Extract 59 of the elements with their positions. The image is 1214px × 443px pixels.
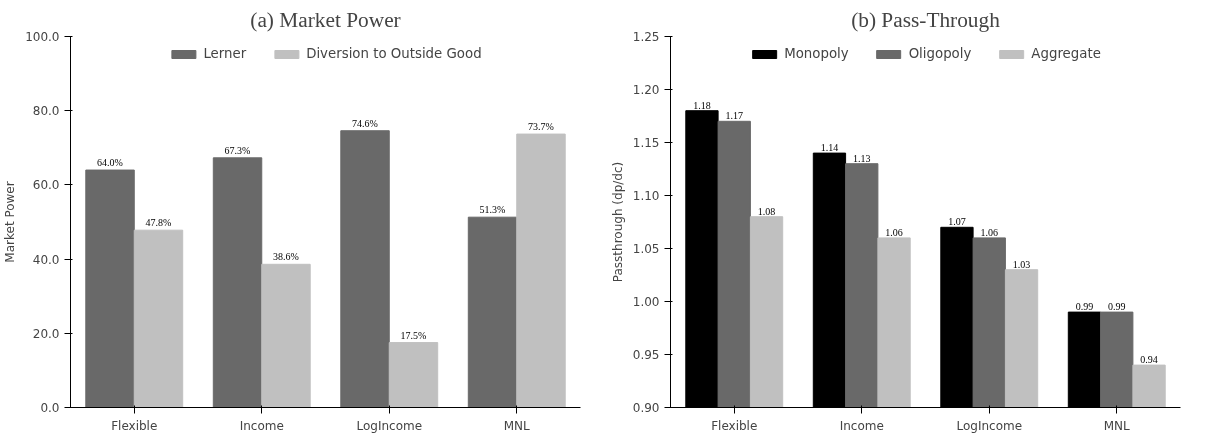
- data-label: 1.17: [725, 110, 743, 122]
- y-tick-label: 0.90: [632, 401, 660, 415]
- x-tick-label: LogIncome: [956, 418, 1023, 433]
- chart-title: (b) Pass-Through: [851, 7, 1001, 32]
- y-tick-label: 0.95: [632, 348, 660, 362]
- y-tick-label: 1.00: [632, 295, 660, 309]
- bar: [516, 133, 566, 408]
- y-tick-label: 0.0: [40, 401, 60, 415]
- data-label: 1.06: [885, 226, 903, 238]
- y-tick-label: 1.10: [632, 189, 660, 203]
- data-label: 17.5%: [400, 329, 427, 341]
- data-label: 1.14: [820, 142, 839, 154]
- bar: [85, 169, 135, 408]
- legend-label: Oligopoly: [908, 46, 972, 61]
- y-tick-label: 60.0: [32, 178, 60, 193]
- y-axis-title: Passthrough (dp/dc): [610, 161, 625, 283]
- x-tick-label: MNL: [1103, 418, 1131, 433]
- x-tick-label: Income: [839, 418, 884, 433]
- y-tick-label: 20.0: [32, 326, 60, 341]
- y-tick-label: 40.0: [32, 252, 60, 267]
- legend-label: Diversion to Outside Good: [306, 46, 482, 61]
- x-tick-label: Flexible: [711, 418, 758, 433]
- x-tick-label: Income: [239, 418, 284, 433]
- bar: [340, 130, 390, 408]
- bar: [261, 263, 311, 408]
- data-label: 67.3%: [224, 144, 251, 156]
- y-tick-label: 1.20: [632, 83, 660, 97]
- legend-label: Lerner: [203, 46, 247, 61]
- x-tick-label: MNL: [503, 418, 531, 433]
- data-label: 1.07: [948, 216, 966, 228]
- y-tick-label: 1.05: [632, 242, 660, 256]
- legend-label: Aggregate: [1031, 46, 1101, 61]
- data-label: 47.8%: [145, 217, 172, 229]
- data-label: 0.94: [1140, 354, 1158, 366]
- y-axis-title: Market Power: [3, 181, 18, 263]
- data-label: 0.99: [1075, 301, 1094, 313]
- y-tick-label: 80.0: [32, 104, 60, 119]
- data-label: 74.6%: [352, 117, 378, 129]
- data-label: 73.7%: [528, 121, 554, 133]
- data-label: 51.3%: [479, 204, 506, 216]
- x-tick-label: Flexible: [111, 418, 158, 433]
- data-label: 1.03: [1012, 258, 1031, 270]
- y-tick-label: 1.15: [632, 136, 660, 150]
- data-label: 64.0%: [97, 157, 123, 169]
- data-label: 1.06: [980, 226, 998, 238]
- data-label: 1.18: [693, 99, 711, 111]
- legend-label: Monopoly: [784, 46, 849, 61]
- bar: [212, 157, 263, 408]
- bar: [388, 342, 439, 408]
- bar: [467, 216, 518, 408]
- data-label: 1.08: [757, 205, 776, 217]
- y-tick-label: 1.25: [632, 30, 660, 44]
- data-label: 38.6%: [273, 251, 299, 263]
- data-label: 0.99: [1108, 301, 1126, 313]
- data-label: 1.13: [853, 152, 871, 164]
- y-tick-label: 100.0: [25, 30, 60, 44]
- x-tick-label: LogIncome: [356, 418, 423, 433]
- bar: [133, 229, 184, 408]
- chart-title: (a) Market Power: [250, 7, 401, 32]
